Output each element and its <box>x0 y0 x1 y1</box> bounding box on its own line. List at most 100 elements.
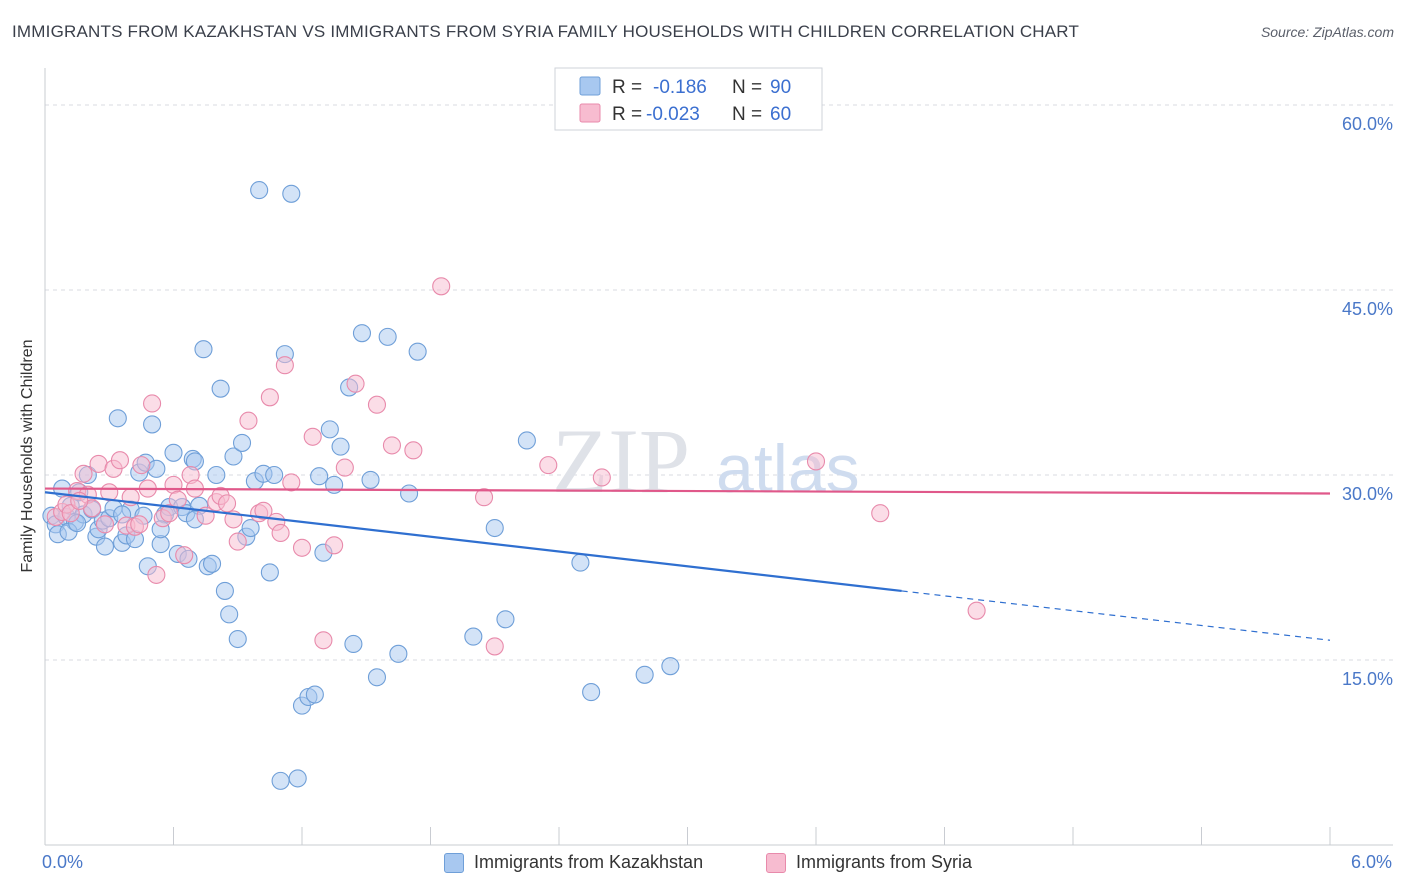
watermark-zip: ZIP <box>552 410 690 512</box>
y-tick-label: 30.0% <box>1342 484 1393 504</box>
data-point <box>292 538 312 557</box>
data-point <box>517 431 536 450</box>
data-point <box>194 340 213 359</box>
data-point <box>110 451 130 470</box>
data-point <box>275 356 294 375</box>
data-point <box>143 415 162 434</box>
legend-item-syria[interactable]: Immigrants from Syria <box>766 852 972 873</box>
data-point <box>271 523 290 543</box>
legend-item-kazakhstan[interactable]: Immigrants from Kazakhstan <box>444 852 703 873</box>
data-point <box>220 605 239 624</box>
x-tick-max: 6.0% <box>1350 852 1392 872</box>
data-point <box>89 454 108 473</box>
data-point <box>310 467 329 486</box>
data-point <box>143 394 162 413</box>
data-point <box>432 277 451 296</box>
data-point <box>485 637 504 656</box>
data-point <box>967 601 986 620</box>
data-point <box>314 631 333 650</box>
series-legend: Immigrants from Kazakhstan Immigrants fr… <box>0 852 1406 878</box>
watermark-atlas: atlas <box>716 431 860 507</box>
legend-label-syria: Immigrants from Syria <box>796 852 973 872</box>
data-point <box>108 409 127 428</box>
data-point <box>132 456 151 475</box>
data-point <box>207 465 226 485</box>
source-credit: Source: ZipAtlas.com <box>1260 24 1394 40</box>
data-point <box>635 665 654 684</box>
data-point <box>160 504 179 523</box>
data-point <box>147 565 166 584</box>
data-point <box>250 181 269 200</box>
data-point <box>260 563 279 582</box>
data-point <box>175 546 194 565</box>
data-point <box>400 484 419 503</box>
data-point <box>404 441 423 460</box>
data-point <box>582 683 601 702</box>
data-point <box>367 395 387 414</box>
data-point <box>325 475 344 494</box>
trend-line-kazakhstan <box>44 491 902 593</box>
data-point <box>361 470 380 489</box>
legend-r-value-kazakhstan: -0.186 <box>653 77 707 98</box>
data-point <box>95 515 115 534</box>
data-point <box>130 515 149 534</box>
data-point <box>168 490 187 509</box>
data-point <box>95 537 115 556</box>
y-tick-label: 60.0% <box>1342 114 1393 134</box>
data-point <box>325 536 344 555</box>
trend-line-kazakhstan-extension <box>901 590 1331 641</box>
data-point <box>215 581 234 600</box>
data-point <box>320 420 339 439</box>
data-point <box>211 379 230 398</box>
data-point <box>496 610 515 629</box>
data-point <box>61 504 80 523</box>
data-point <box>74 464 93 483</box>
axes <box>44 68 1393 846</box>
data-point <box>474 488 494 507</box>
data-point <box>389 644 408 663</box>
data-point <box>344 634 363 654</box>
data-point <box>228 532 247 551</box>
data-point <box>282 473 301 492</box>
legend-n-label-syria: N = <box>732 104 762 125</box>
data-point <box>239 411 258 430</box>
syria-points <box>46 277 986 656</box>
legend-r-value-syria: -0.023 <box>646 104 700 125</box>
data-point <box>871 504 890 523</box>
legend-r-label-syria: R = <box>612 104 642 125</box>
data-point <box>271 771 290 790</box>
legend-label-kazakhstan: Immigrants from Kazakhstan <box>474 852 704 872</box>
legend-n-label-kazakhstan: N = <box>732 77 762 98</box>
data-point <box>592 468 611 487</box>
data-point <box>485 518 504 538</box>
data-point <box>346 374 365 393</box>
data-point <box>217 494 237 513</box>
legend-n-value-syria: 60 <box>770 104 791 125</box>
data-point <box>203 554 222 573</box>
data-point <box>224 447 243 466</box>
legend-n-value-kazakhstan: 90 <box>770 77 791 98</box>
legend-swatch-syria <box>579 103 601 123</box>
data-point <box>147 459 166 478</box>
correlation-legend: R = -0.186 N = 90 R = -0.023 N = 60 <box>554 67 823 131</box>
data-point <box>331 437 350 456</box>
data-point <box>232 433 252 452</box>
data-point <box>378 327 397 346</box>
data-point <box>303 427 322 446</box>
data-point <box>464 627 483 646</box>
trend-lines <box>44 487 1331 641</box>
syria-swatch <box>766 852 786 873</box>
data-point <box>254 501 273 520</box>
data-point <box>241 518 260 538</box>
data-point <box>352 324 372 343</box>
data-point <box>806 452 826 471</box>
data-point <box>260 388 279 407</box>
legend-r-label-kazakhstan: R = <box>612 77 642 98</box>
data-point <box>539 456 558 475</box>
trend-line-syria <box>44 487 1331 495</box>
data-point <box>571 553 590 572</box>
legend-swatch-kazakhstan <box>579 76 601 96</box>
y-tick-label: 45.0% <box>1342 299 1393 319</box>
data-point <box>265 465 284 485</box>
